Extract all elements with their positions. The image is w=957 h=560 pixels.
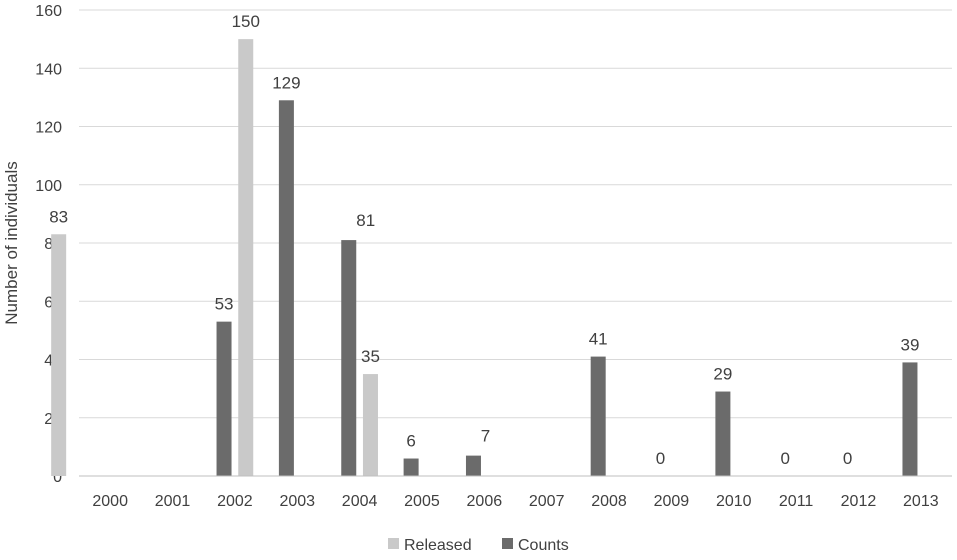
bar-counts-2003	[341, 240, 357, 476]
x-tick-label: 2008	[591, 493, 627, 510]
y-tick-label: 0	[53, 469, 62, 486]
bar-counts-2002	[278, 100, 294, 476]
legend-swatch-counts	[502, 538, 513, 549]
x-tick-label: 2011	[779, 493, 814, 510]
x-tick-label: 2012	[841, 493, 877, 510]
bar-released-2000	[51, 234, 67, 476]
x-tick-label: 2003	[279, 493, 315, 510]
legend-swatch-released	[388, 538, 399, 549]
x-tick-label: 2010	[716, 493, 752, 510]
data-label-counts-2007: 41	[589, 330, 608, 349]
gridlines	[79, 9, 952, 419]
x-tick-label: 2007	[529, 493, 565, 510]
x-tick-label: 2001	[155, 493, 191, 510]
data-label-released-2005: 35	[361, 347, 380, 366]
y-axis-label: Number of individuals	[2, 161, 21, 324]
y-tick-label: 100	[35, 178, 62, 195]
x-tick-label: 2005	[404, 493, 440, 510]
y-tick-label: 160	[35, 3, 62, 20]
data-label-counts-2009: 29	[713, 365, 732, 384]
x-tick-label: 2000	[92, 493, 128, 510]
data-label-released-2003: 150	[232, 12, 260, 31]
data-label-counts-2001: 53	[215, 295, 234, 314]
data-label-counts-2008: 0	[656, 449, 665, 468]
data-label-counts-2005: 7	[481, 427, 490, 446]
x-axis-tick-labels: 2000 2001 2002 2003 2004 2005 2006 2007 2008 2009…	[92, 493, 938, 510]
y-tick-label: 140	[35, 61, 62, 78]
data-label-released-2000: 83	[49, 207, 68, 226]
legend-label-released: Released	[404, 537, 472, 554]
data-label-counts-2011: 0	[843, 449, 852, 468]
bar-released-2005	[362, 374, 378, 476]
bar-counts-2009	[715, 391, 731, 476]
bar-counts-2005	[465, 455, 481, 476]
bar-counts-2012	[902, 362, 918, 476]
bar-counts-2001	[216, 321, 232, 476]
x-tick-label: 2006	[467, 493, 503, 510]
data-label-counts-2002: 129	[272, 73, 300, 92]
legend: Released Counts	[388, 537, 569, 554]
x-tick-label: 2004	[342, 493, 378, 510]
data-label-counts-2010: 0	[781, 449, 790, 468]
bar-released-2003	[238, 39, 254, 476]
data-labels: 835312915081635741029003957	[49, 12, 920, 468]
legend-label-counts: Counts	[518, 537, 569, 554]
x-tick-label: 2002	[217, 493, 253, 510]
y-tick-label: 120	[35, 120, 62, 137]
data-label-counts-2003: 81	[356, 211, 375, 230]
bar-counts-2004	[403, 458, 419, 476]
x-tick-label: 2013	[903, 493, 939, 510]
bar-counts-2007	[590, 356, 606, 476]
data-label-counts-2004: 6	[406, 432, 415, 451]
x-tick-label: 2009	[654, 493, 690, 510]
data-label-counts-2012: 39	[901, 335, 920, 354]
bars	[51, 39, 918, 476]
